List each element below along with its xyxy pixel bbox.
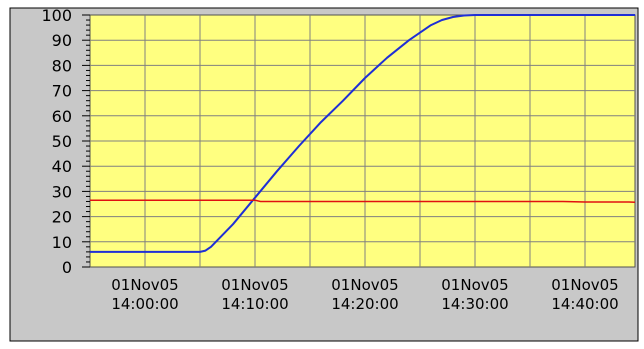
- x-tick-time: 14:10:00: [221, 295, 288, 313]
- y-tick-label: 10: [52, 233, 72, 252]
- blue-series-line: [90, 14, 635, 253]
- grid-lines: [90, 15, 635, 267]
- y-tick-label: 80: [52, 56, 72, 75]
- x-tick-time: 14:30:00: [441, 295, 508, 313]
- y-tick-label: 40: [52, 157, 72, 176]
- x-axis: 01Nov0514:00:0001Nov0514:10:0001Nov0514:…: [111, 276, 618, 313]
- y-tick-label: 60: [52, 107, 72, 126]
- y-tick-label: 90: [52, 31, 72, 50]
- y-tick-label: 50: [52, 132, 72, 151]
- x-tick-date: 01Nov05: [221, 276, 288, 294]
- y-tick-label: 0: [62, 258, 72, 277]
- red-series-line: [90, 199, 636, 203]
- series-layer: [90, 14, 636, 253]
- x-tick-time: 14:00:00: [111, 295, 178, 313]
- y-tick-label: 30: [52, 182, 72, 201]
- x-tick-date: 01Nov05: [111, 276, 178, 294]
- x-tick-date: 01Nov05: [331, 276, 398, 294]
- y-tick-label: 100: [41, 6, 72, 25]
- y-tick-label: 70: [52, 82, 72, 101]
- x-tick-time: 14:40:00: [551, 295, 618, 313]
- x-tick-date: 01Nov05: [441, 276, 508, 294]
- x-tick-date: 01Nov05: [551, 276, 618, 294]
- x-tick-time: 14:20:00: [331, 295, 398, 313]
- y-tick-label: 20: [52, 208, 72, 227]
- y-axis: 0 10 20 30 40 50 60 70 80 90 100: [41, 6, 90, 277]
